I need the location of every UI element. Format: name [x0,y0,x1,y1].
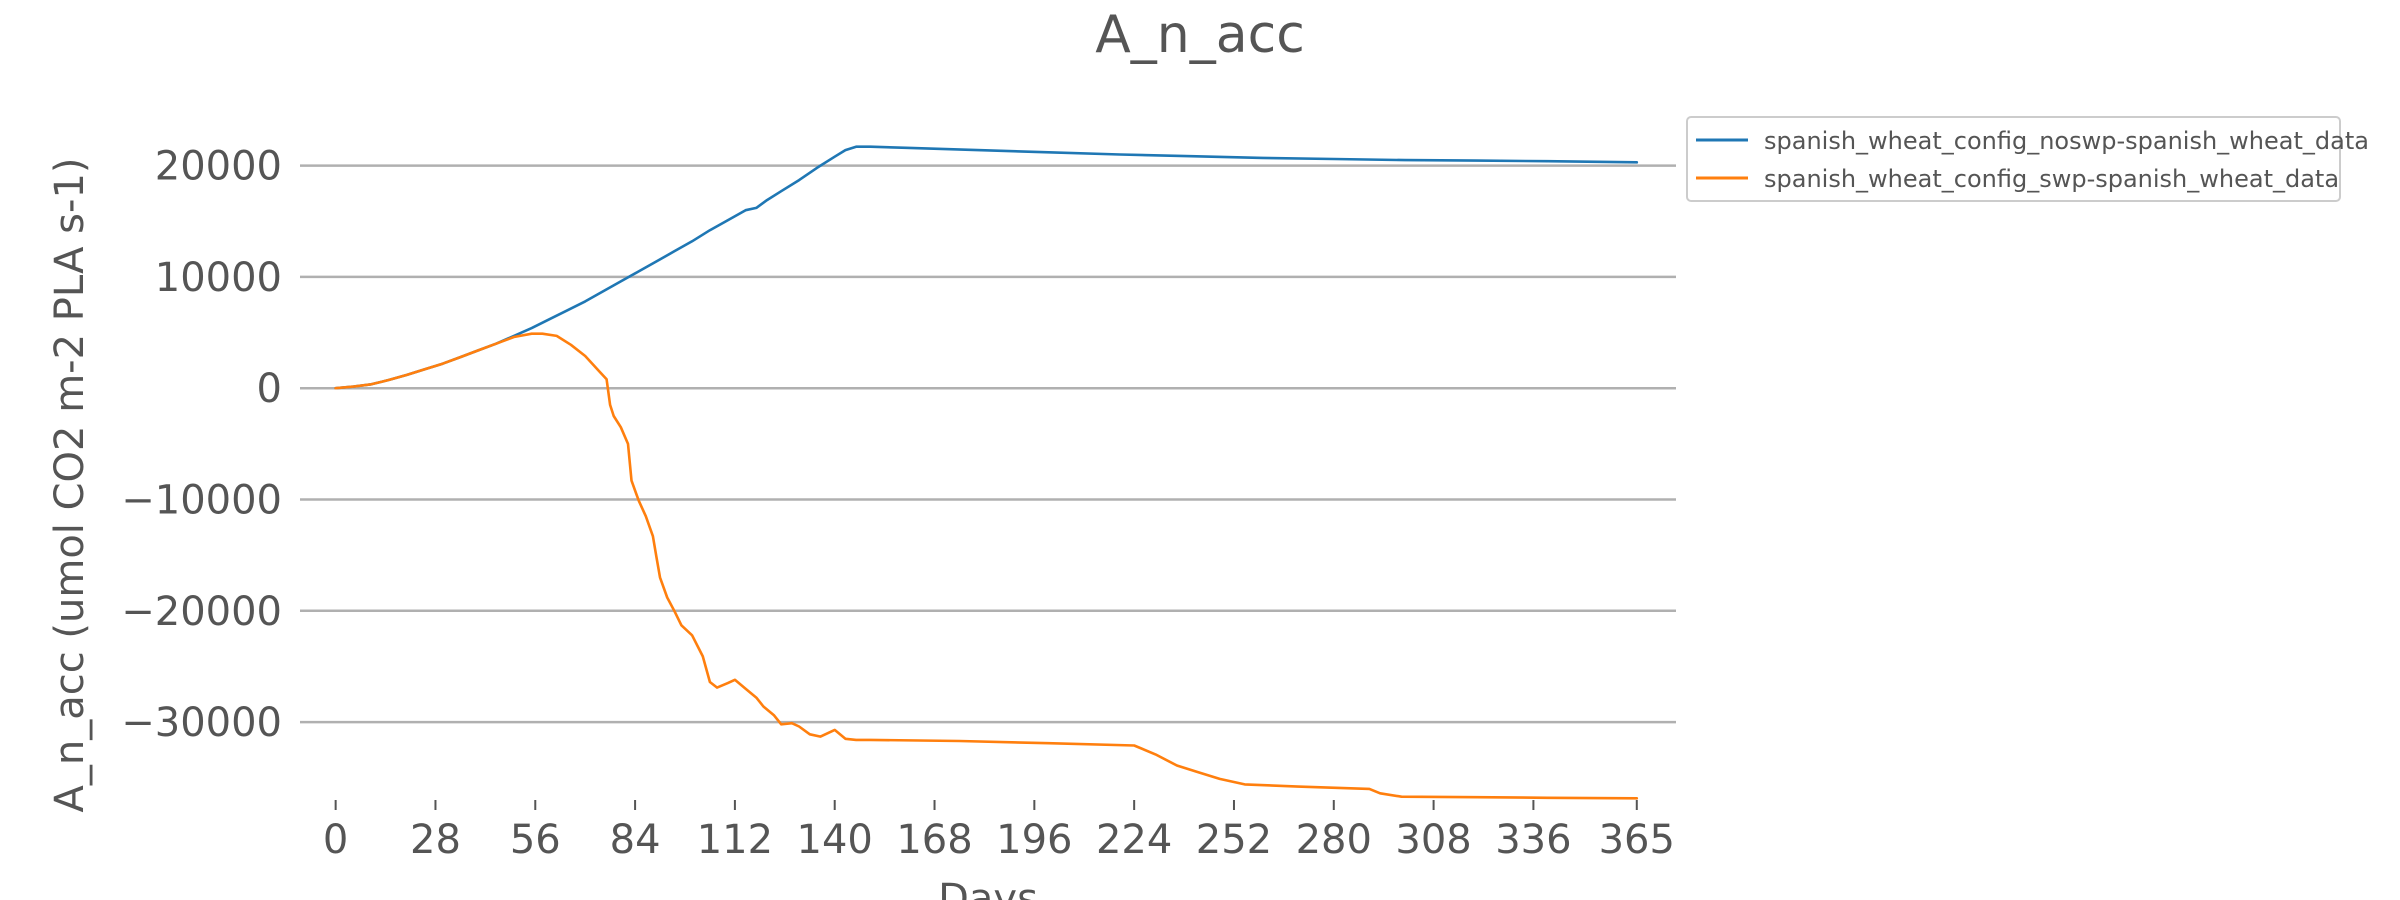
x-tick-label: 56 [510,817,561,863]
x-tick-label: 0 [323,817,348,863]
x-tick-label: 140 [797,817,873,863]
x-tick-label: 28 [410,817,461,863]
x-tick-label: 308 [1395,817,1471,863]
x-axis-label: Days [938,876,1038,900]
y-axis-label: A_n_acc (umol CO2 m-2 PLA s-1) [47,157,93,812]
gridlines [300,164,1676,724]
x-tick-label: 168 [896,817,972,863]
x-tick-label: 365 [1599,817,1675,863]
x-tick-label: 252 [1196,817,1272,863]
y-tick-label: −30000 [121,700,282,746]
series-lines [334,145,1639,800]
y-tick-labels: 20000 10000 0 −10000 −20000 −30000 [121,144,282,746]
x-tick-label: 196 [996,817,1072,863]
x-tick-label: 336 [1495,817,1571,863]
legend-label-2: spanish_wheat_config_swp-spanish_wheat_d… [1764,165,2339,193]
x-tick-label: 280 [1296,817,1372,863]
legend-frame [1686,116,2341,202]
chart-title: A_n_acc [1095,5,1305,65]
x-axis-ticks: 0 28 56 84 112 140 168 196 224 252 280 308 336 365 [323,800,1675,863]
x-tick-label: 112 [697,817,773,863]
legend: spanish_wheat_config_noswp-spanish_wheat… [1686,116,2369,202]
series-line-1 [334,145,1639,390]
series-line-2 [334,332,1639,800]
y-tick-label: 0 [257,366,282,412]
legend-label-1: spanish_wheat_config_noswp-spanish_wheat… [1764,127,2369,155]
y-tick-label: 20000 [155,144,282,190]
y-tick-label: −20000 [121,589,282,635]
y-tick-label: 10000 [155,255,282,301]
x-tick-label: 224 [1096,817,1172,863]
y-tick-label: −10000 [121,478,282,524]
x-tick-label: 84 [610,817,661,863]
